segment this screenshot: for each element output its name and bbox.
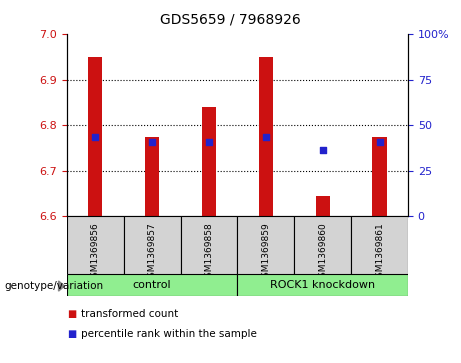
Bar bbox=[351, 216, 408, 274]
Text: GSM1369859: GSM1369859 bbox=[261, 222, 270, 282]
Bar bbox=[372, 136, 387, 216]
Text: GSM1369857: GSM1369857 bbox=[148, 222, 157, 282]
Text: control: control bbox=[133, 280, 171, 290]
Text: ROCK1 knockdown: ROCK1 knockdown bbox=[270, 280, 375, 290]
Bar bbox=[294, 216, 351, 274]
Point bbox=[376, 140, 383, 146]
Text: transformed count: transformed count bbox=[81, 309, 178, 319]
Text: GDS5659 / 7968926: GDS5659 / 7968926 bbox=[160, 13, 301, 27]
Bar bbox=[316, 196, 330, 216]
Bar bbox=[181, 216, 237, 274]
Text: GSM1369856: GSM1369856 bbox=[91, 222, 100, 282]
Point bbox=[205, 140, 213, 146]
Point bbox=[319, 147, 326, 153]
Text: GSM1369861: GSM1369861 bbox=[375, 222, 384, 282]
Point bbox=[148, 140, 156, 146]
Text: GSM1369858: GSM1369858 bbox=[205, 222, 213, 282]
Bar bbox=[237, 274, 408, 296]
Point bbox=[262, 134, 270, 139]
Bar bbox=[124, 216, 181, 274]
Text: GSM1369860: GSM1369860 bbox=[318, 222, 327, 282]
Bar bbox=[67, 216, 124, 274]
Bar bbox=[237, 216, 294, 274]
Text: ■: ■ bbox=[67, 309, 76, 319]
Bar bbox=[259, 57, 273, 216]
Bar bbox=[88, 57, 102, 216]
Polygon shape bbox=[59, 281, 65, 291]
Text: genotype/variation: genotype/variation bbox=[5, 281, 104, 291]
Text: percentile rank within the sample: percentile rank within the sample bbox=[81, 329, 257, 339]
Bar bbox=[67, 274, 237, 296]
Text: ■: ■ bbox=[67, 329, 76, 339]
Bar bbox=[202, 107, 216, 216]
Point bbox=[92, 134, 99, 139]
Bar bbox=[145, 136, 159, 216]
